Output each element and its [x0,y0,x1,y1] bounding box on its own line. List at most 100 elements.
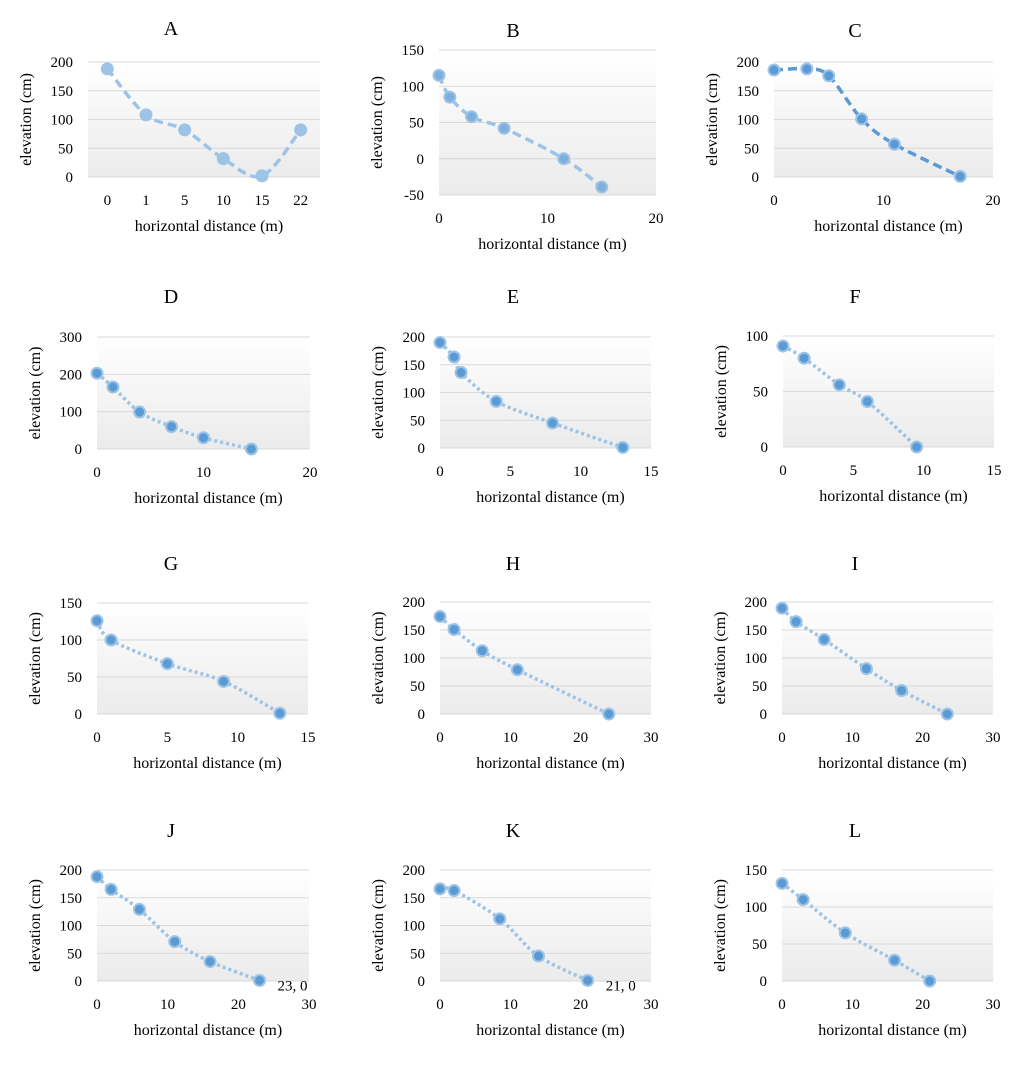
data-point [294,123,308,137]
y-axis-label: elevation (cm) [712,612,729,705]
y-tick-label: 0 [75,442,83,458]
data-point [775,601,789,615]
y-tick-label: 50 [58,141,73,157]
data-point [165,420,179,434]
x-axis-label: horizontal distance (m) [814,218,962,235]
data-point [139,108,153,122]
x-tick-label: 15 [301,730,316,746]
y-tick-label: 150 [737,84,760,100]
data-point [255,169,269,183]
data-point [447,884,461,898]
x-axis-label: horizontal distance (m) [818,755,966,772]
x-tick-label: 10 [540,211,555,227]
y-tick-label: 0 [761,440,769,456]
x-tick-label: 10 [216,193,231,209]
y-axis-label: elevation (cm) [18,73,35,166]
x-tick-label: 0 [435,211,443,227]
data-point [132,902,146,916]
x-tick-label: 20 [573,730,588,746]
x-tick-label: 10 [845,730,860,746]
y-tick-label: 100 [403,386,426,402]
x-tick-label: 10 [230,730,245,746]
data-point [475,644,489,658]
x-tick-label: 10 [573,464,588,480]
x-tick-label: 0 [779,463,787,479]
y-tick-label: 0 [417,152,425,168]
chart-title: C [848,20,861,42]
y-tick-label: 50 [409,116,424,132]
y-tick-label: 50 [410,946,425,962]
plot-area [97,337,310,449]
chart-title: I [852,553,859,575]
y-tick-label: 150 [51,84,74,100]
x-axis-label: horizontal distance (m) [478,236,626,253]
y-tick-label: 100 [402,79,425,95]
data-point [106,380,120,394]
x-tick-label: 30 [986,997,1001,1013]
y-tick-label: 200 [745,595,768,611]
data-point [100,62,114,76]
data-point [432,68,446,82]
x-tick-label: 0 [436,997,444,1013]
x-tick-label: 20 [303,465,318,481]
y-tick-label: 150 [402,43,425,59]
data-point [953,169,967,183]
x-axis-label: horizontal distance (m) [133,755,281,772]
y-tick-label: 0 [760,707,768,723]
x-axis-label: horizontal distance (m) [819,488,967,505]
y-tick-label: 0 [75,974,83,990]
data-point [800,62,814,76]
data-point [447,622,461,636]
x-tick-label: 15 [644,464,659,480]
chart-title: F [849,286,860,308]
y-tick-label: 100 [745,651,768,667]
data-label: 21, 0 [606,978,636,994]
y-tick-label: 150 [403,891,426,907]
data-point [104,882,118,896]
chart-title: D [164,286,178,308]
y-tick-label: 150 [403,623,426,639]
data-point [217,674,231,688]
data-point [602,707,616,721]
data-point [860,394,874,408]
x-tick-label: 5 [164,730,172,746]
data-point [489,394,503,408]
data-point [616,440,630,454]
x-tick-label: 0 [778,997,786,1013]
x-tick-label: 30 [302,997,317,1013]
y-tick-label: 0 [418,441,426,457]
x-tick-label: 5 [507,464,515,480]
y-tick-label: 0 [418,974,426,990]
y-tick-label: 0 [66,170,74,186]
data-point [776,339,790,353]
data-point [832,378,846,392]
x-tick-label: 30 [644,997,659,1013]
y-tick-label: 200 [51,55,74,71]
data-point [557,152,571,166]
data-point [910,440,924,454]
data-label: 23, 0 [278,978,308,994]
chart-title: H [506,553,520,575]
y-axis-label: elevation (cm) [27,347,44,440]
data-point [433,336,447,350]
x-tick-label: 0 [436,464,444,480]
y-tick-label: 50 [753,385,768,401]
data-point [168,935,182,949]
x-tick-label: 22 [293,193,308,209]
data-point [838,926,852,940]
x-tick-label: 10 [196,465,211,481]
y-axis-label: elevation (cm) [27,612,44,705]
data-point [923,974,937,988]
y-tick-label: 200 [60,367,83,383]
y-tick-label: 100 [51,113,74,129]
data-point [216,152,230,166]
data-point [775,876,789,890]
data-point [855,112,869,126]
x-tick-label: 10 [503,730,518,746]
x-tick-label: 10 [916,463,931,479]
